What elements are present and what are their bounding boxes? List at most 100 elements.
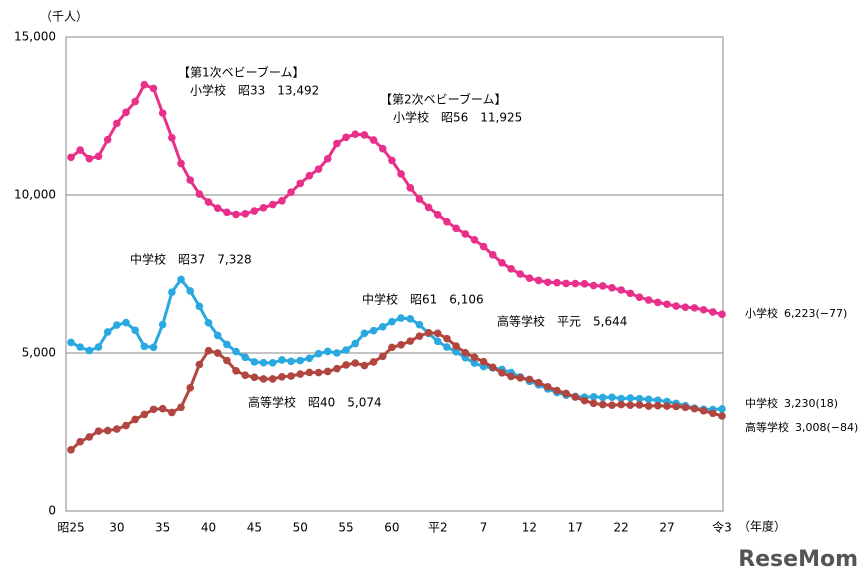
data-point <box>580 280 589 288</box>
data-point <box>360 361 369 370</box>
data-point <box>204 318 213 327</box>
data-point <box>76 437 84 446</box>
data-point <box>76 146 84 154</box>
data-point <box>397 314 405 322</box>
data-point <box>644 395 653 404</box>
x-tick-label: 昭25 <box>57 521 84 535</box>
data-point <box>103 135 112 144</box>
annotation: 【第1次ベビーブーム】 <box>178 65 305 80</box>
data-point <box>663 402 671 410</box>
data-point <box>452 224 460 233</box>
data-point <box>314 368 323 377</box>
data-point <box>406 184 415 192</box>
data-point <box>443 217 451 226</box>
data-point <box>278 372 286 381</box>
data-point <box>204 198 213 206</box>
data-point <box>488 363 497 372</box>
x-tick-label: 45 <box>247 521 262 535</box>
data-point <box>608 393 616 402</box>
data-point <box>168 133 176 142</box>
data-point <box>351 130 360 138</box>
data-point <box>323 347 332 356</box>
data-point <box>158 404 167 413</box>
data-point <box>672 402 680 411</box>
data-point <box>278 197 286 205</box>
annotation: 小学校 昭33 13,492 <box>190 83 319 98</box>
data-point <box>378 144 387 153</box>
data-point <box>122 421 130 430</box>
data-point <box>195 302 204 311</box>
data-point <box>195 360 204 369</box>
x-tick-label: 55 <box>338 521 353 535</box>
data-point <box>479 242 488 251</box>
data-point <box>626 401 635 409</box>
data-point <box>213 349 222 357</box>
data-point <box>672 302 680 310</box>
data-point <box>388 156 396 165</box>
data-point <box>571 393 580 401</box>
data-point <box>654 401 662 410</box>
data-point <box>140 410 149 419</box>
data-point <box>452 342 460 350</box>
data-point <box>406 337 415 345</box>
data-point <box>177 403 185 412</box>
data-point <box>149 84 158 93</box>
data-point <box>571 279 580 288</box>
end-label: 3,230(18) <box>784 397 838 410</box>
annotation: 中学校 昭37 7,328 <box>130 252 252 267</box>
data-point <box>498 369 506 377</box>
data-point <box>415 320 424 329</box>
data-point <box>213 204 222 212</box>
x-tick-label: 27 <box>659 521 674 535</box>
data-point <box>516 270 525 278</box>
annotation: 中学校 昭61 6,106 <box>362 292 484 307</box>
data-point <box>690 404 699 413</box>
data-point <box>85 433 94 441</box>
data-point <box>424 203 433 212</box>
data-point <box>342 346 350 354</box>
data-point <box>470 353 479 362</box>
y-tick-label: 0 <box>48 504 56 518</box>
annotation: 【第2次ベビーブーム】 <box>380 92 507 107</box>
end-label: 6,223(−77) <box>784 307 847 320</box>
data-point <box>305 368 314 377</box>
data-point <box>644 296 653 304</box>
data-point <box>406 315 415 323</box>
data-point <box>617 394 625 403</box>
data-point <box>479 357 488 366</box>
x-unit-label: （年度） <box>738 519 786 534</box>
data-point <box>562 389 570 398</box>
data-point <box>67 153 75 162</box>
data-point <box>654 396 662 405</box>
data-point <box>360 329 369 338</box>
data-point <box>213 331 222 340</box>
data-point <box>617 286 625 294</box>
x-tick-label: 平2 <box>428 521 448 535</box>
annotation: 高等学校 平元 5,644 <box>497 314 627 329</box>
data-point <box>268 359 277 367</box>
data-point <box>232 366 240 375</box>
data-point <box>415 332 424 340</box>
data-point <box>369 358 378 366</box>
data-point <box>709 308 717 316</box>
end-label: 3,008(−84) <box>795 421 858 434</box>
data-point <box>360 131 369 139</box>
data-point <box>204 346 213 355</box>
data-point <box>103 426 112 435</box>
data-point <box>488 251 497 259</box>
data-point <box>626 289 635 298</box>
data-point <box>599 393 607 402</box>
data-point <box>378 352 387 361</box>
data-point <box>323 154 332 163</box>
data-point <box>443 334 451 343</box>
data-point <box>663 300 671 309</box>
data-point <box>250 358 259 366</box>
data-point <box>223 208 231 217</box>
data-point <box>617 400 625 409</box>
data-point <box>67 338 75 347</box>
data-point <box>599 282 607 290</box>
y-tick-label: 15,000 <box>14 30 56 44</box>
data-point <box>158 109 167 117</box>
data-point <box>140 342 149 351</box>
